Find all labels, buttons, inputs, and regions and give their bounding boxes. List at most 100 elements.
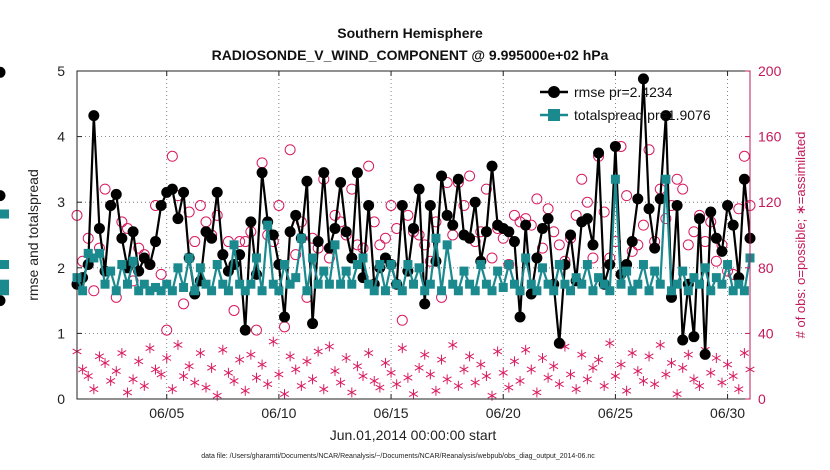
totalspread-point [235, 279, 245, 289]
totalspread-point [341, 266, 351, 276]
obs-assimilated-point [616, 359, 626, 370]
obs-assimilated-point [537, 353, 548, 363]
totalspread-point [711, 273, 721, 283]
obs-assimilated-point [162, 353, 172, 363]
obs-assimilated-point [380, 357, 391, 368]
totalspread-point [672, 279, 682, 289]
totalspread-point [448, 279, 458, 289]
obs-possible-point [637, 219, 649, 231]
totalspread-point [83, 248, 93, 258]
obs-assimilated-point [307, 374, 318, 385]
obs-assimilated-point [638, 375, 649, 386]
totalspread-point [280, 260, 290, 270]
obs-possible-point [290, 249, 302, 261]
totalspread-point [420, 286, 430, 296]
rmse-point [144, 259, 156, 271]
rmse-point [536, 222, 548, 234]
rmse-point [413, 183, 425, 195]
totalspread-point [179, 282, 189, 292]
obs-possible-point [688, 226, 700, 238]
legend: rmse pr=2.4234 totalspread pr=1.9076 [540, 84, 711, 123]
obs-possible-point [99, 183, 111, 195]
x-axis-label: Jun.01,2014 00:00:00 start [330, 427, 497, 443]
totalspread-point [571, 273, 581, 283]
obs-assimilated-point [711, 353, 721, 363]
obs-assimilated-point [173, 339, 183, 350]
axes: 06/05 06/10 06/15 06/20 06/25 06/30 0 1 2 3 4 5 0 40 8… [57, 63, 781, 421]
totalspread-point [375, 260, 385, 270]
obs-assimilated-point [319, 384, 329, 395]
obs-possible-point [536, 242, 548, 254]
totalspread-point [543, 279, 553, 289]
obs-assimilated-point [207, 362, 217, 373]
legend-totalspread-label: totalspread pr=1.9076 [574, 107, 711, 123]
obs-assimilated-point [431, 385, 441, 396]
obs-possible-point [486, 252, 498, 264]
rmse-point [279, 311, 291, 323]
x-tick-label: 06/15 [374, 405, 409, 421]
obs-possible-point [576, 173, 588, 185]
obs-assimilated-point [655, 339, 665, 350]
totalspread-point [162, 279, 172, 289]
totalspread-point [560, 279, 570, 289]
obs-assimilated-point [526, 364, 536, 375]
obs-possible-point [621, 190, 633, 202]
obs-assimilated-point [279, 389, 290, 400]
obs-assimilated-point [588, 362, 598, 373]
totalspread-point [666, 286, 676, 296]
obs-possible-point [166, 150, 178, 162]
obs-possible-point [379, 232, 391, 244]
obs-assimilated-point [610, 371, 620, 382]
obs-assimilated-point [291, 364, 301, 375]
totalspread-point [364, 279, 374, 289]
rmse-point [531, 252, 543, 264]
obs-assimilated-point [577, 349, 587, 360]
y-axis-label: rmse and totalspread [25, 169, 41, 301]
rmse-point [290, 209, 302, 221]
totalspread-point [493, 266, 503, 276]
obs-possible-point [385, 199, 397, 211]
obs-assimilated-point [156, 369, 166, 380]
obs-assimilated-point [358, 371, 368, 382]
y-right-tick-label: 200 [758, 63, 782, 79]
obs-assimilated-point [672, 389, 682, 400]
totalspread-point [285, 279, 295, 289]
rmse-point [738, 173, 750, 185]
obs-possible-point [671, 173, 683, 185]
totalspread-point [392, 279, 402, 289]
totalspread-point [610, 174, 620, 184]
rmse-point [688, 331, 700, 343]
obs-assimilated-point [229, 375, 239, 386]
rmse-point [0, 66, 6, 78]
obs-assimilated-point [481, 371, 491, 382]
obs-assimilated-point [453, 380, 463, 391]
rmse-point [694, 213, 706, 225]
rmse-point [452, 173, 464, 185]
totalspread-point [622, 266, 632, 276]
obs-assimilated-point [375, 382, 385, 393]
totalspread-point [347, 279, 357, 289]
rmse-point [351, 167, 363, 179]
obs-assimilated-point [650, 379, 660, 390]
obs-assimilated-point [509, 356, 520, 367]
obs-possible-point [133, 242, 145, 254]
totalspread-point [498, 282, 508, 292]
obs-assimilated-point [111, 366, 121, 377]
x-tick-label: 06/30 [710, 405, 745, 421]
totalspread-point [728, 286, 738, 296]
obs-assimilated-point [167, 384, 177, 395]
totalspread-point [302, 286, 312, 296]
obs-possible-point [660, 213, 672, 225]
totalspread-point [683, 286, 693, 296]
obs-possible-point [458, 199, 470, 211]
rmse-point [705, 206, 717, 218]
totalspread-point [268, 279, 278, 289]
obs-assimilated-point [739, 348, 749, 359]
obs-possible-point [250, 324, 262, 336]
totalspread-point [481, 279, 491, 289]
obs-assimilated-point [403, 372, 413, 383]
obs-possible-point [189, 236, 201, 248]
obs-assimilated-point [128, 374, 138, 385]
obs-assimilated-point [717, 377, 727, 388]
y-right-tick-label: 40 [758, 325, 774, 341]
